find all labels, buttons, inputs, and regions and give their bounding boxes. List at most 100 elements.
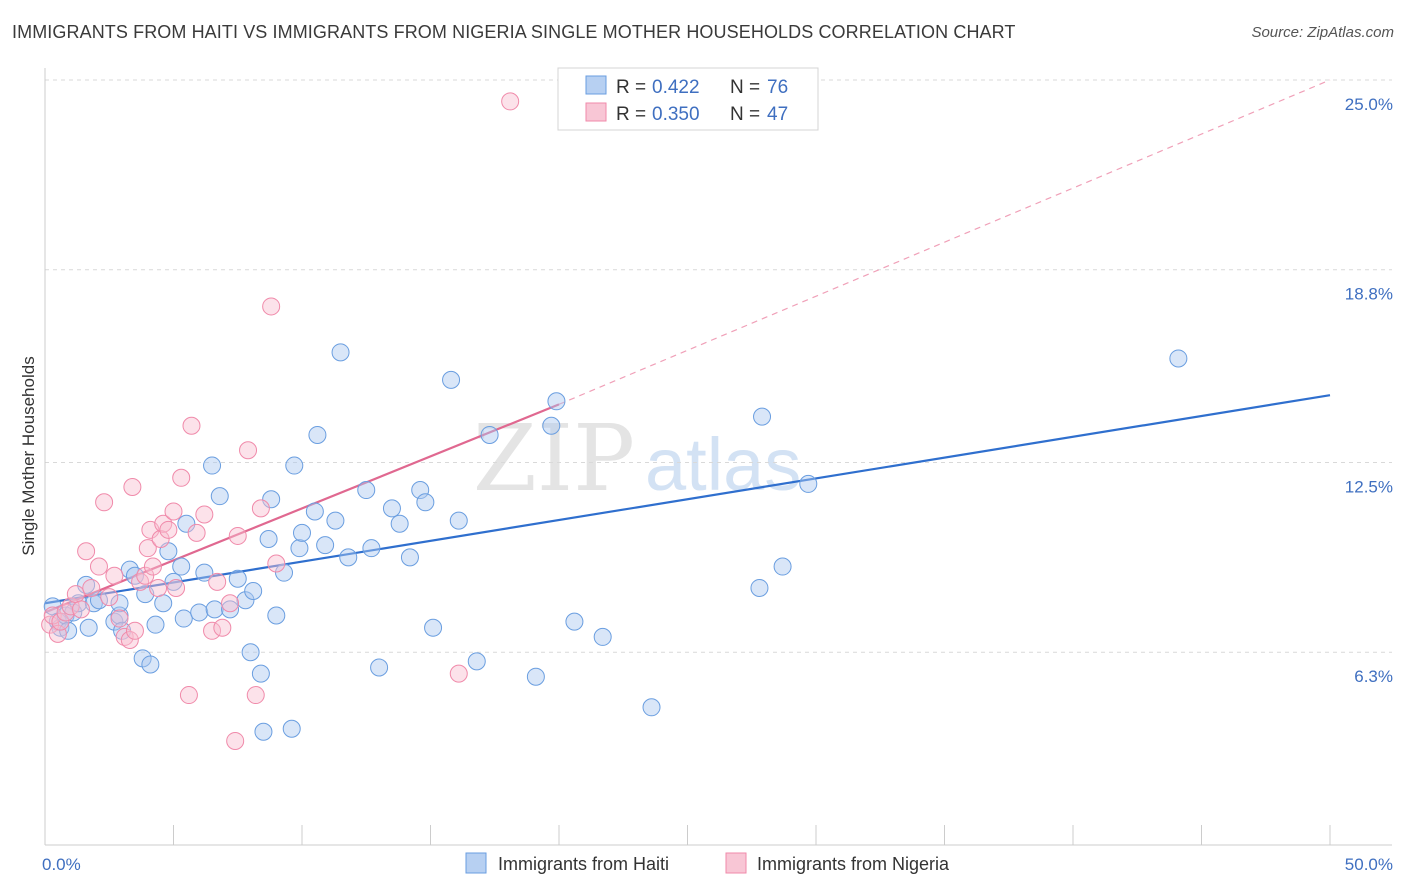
nigeria-point	[154, 514, 173, 533]
haiti-point	[282, 719, 301, 738]
haiti-point	[467, 652, 486, 671]
nigeria-point	[208, 572, 227, 591]
haiti-point	[593, 627, 612, 646]
haiti-point	[125, 566, 144, 585]
haiti-point	[110, 594, 129, 613]
haiti-point	[236, 591, 255, 610]
nigeria-point	[149, 578, 168, 597]
nigeria-point	[246, 686, 265, 705]
nigeria-point	[159, 520, 178, 539]
nigeria-point	[125, 621, 144, 640]
haiti-point	[154, 594, 173, 613]
nigeria-point	[143, 557, 162, 576]
y-tick-label: 12.5%	[1345, 478, 1393, 497]
haiti-point	[370, 658, 389, 677]
haiti-point	[120, 560, 139, 579]
haiti-point	[442, 370, 461, 389]
legend-haiti-r-value: 0.422	[652, 77, 700, 98]
legend-nigeria-r-label: R =	[616, 104, 646, 125]
nigeria-point	[164, 502, 183, 521]
y-tick-label: 6.3%	[1354, 667, 1393, 686]
legend-haiti-n-label: N =	[730, 77, 760, 98]
haiti-point	[357, 481, 376, 500]
nigeria-point	[195, 505, 214, 524]
nigeria-point	[251, 499, 270, 518]
haiti-point	[285, 456, 304, 475]
nigeria-point	[123, 477, 142, 496]
legend-nigeria-r-value: 0.350	[652, 104, 700, 125]
chart-title: IMMIGRANTS FROM HAITI VS IMMIGRANTS FROM…	[12, 22, 1016, 42]
nigeria-point	[262, 297, 281, 316]
series-legend: Immigrants from Haiti Immigrants from Ni…	[465, 852, 950, 874]
haiti-point	[59, 621, 78, 640]
nigeria-point	[213, 618, 232, 637]
nigeria-point	[136, 566, 155, 585]
nigeria-point	[501, 92, 520, 111]
haiti-point	[267, 606, 286, 625]
haiti-point	[339, 548, 358, 567]
axes	[44, 68, 1392, 846]
nigeria-point	[221, 594, 240, 613]
haiti-point	[262, 490, 281, 509]
haiti-point	[316, 536, 335, 555]
nigeria-point	[182, 416, 201, 435]
haiti-point	[190, 603, 209, 622]
haiti-point	[326, 511, 345, 530]
y-axis-title: Single Mother Households	[19, 356, 38, 555]
nigeria-point	[82, 578, 101, 597]
axis-labels: 6.3% 12.5% 18.8% 25.0% 0.0% 50.0%	[42, 95, 1393, 874]
haiti-point	[228, 569, 247, 588]
haiti-point	[753, 407, 772, 426]
nigeria-point	[110, 609, 129, 628]
nigeria-point	[105, 566, 124, 585]
x-tick-label-min: 0.0%	[42, 855, 81, 874]
nigeria-point	[120, 630, 139, 649]
nigeria-point	[71, 600, 90, 619]
haiti-point	[362, 539, 381, 558]
haiti-point	[293, 523, 311, 542]
nigeria-point	[95, 493, 114, 512]
haiti-point	[642, 698, 661, 717]
watermark-zip: ZIP	[473, 405, 635, 512]
nigeria-point	[138, 539, 157, 558]
nigeria-point	[226, 731, 245, 750]
haiti-point	[1169, 349, 1188, 368]
haiti-point	[305, 502, 324, 521]
haiti-point	[221, 600, 240, 619]
haiti-point	[210, 487, 229, 506]
nigeria-point	[89, 557, 108, 576]
haiti-point	[480, 425, 499, 444]
haiti-point	[416, 493, 435, 512]
correlation-legend: R = 0.422 N = 76 R = 0.350 N = 47	[557, 67, 819, 131]
y-tick-label: 25.0%	[1345, 95, 1393, 114]
nigeria-point	[131, 572, 150, 591]
nigeria-point	[228, 526, 247, 545]
legend-nigeria-n-value: 47	[767, 104, 788, 125]
haiti-point	[146, 615, 165, 634]
nigeria-point	[172, 468, 191, 487]
nigeria-point	[267, 554, 286, 573]
haiti-point	[174, 609, 193, 628]
haiti-point	[275, 563, 294, 582]
haiti-point	[542, 416, 561, 435]
bottom-legend-swatch-haiti	[465, 852, 487, 874]
grid-lines	[45, 79, 1392, 653]
haiti-point	[290, 539, 309, 558]
nigeria-point	[179, 686, 198, 705]
source-label: Source: ZipAtlas.com	[1251, 24, 1394, 41]
bottom-legend-haiti: Immigrants from Haiti	[498, 854, 669, 874]
nigeria-point	[203, 621, 222, 640]
haiti-point	[241, 643, 260, 662]
legend-swatch-haiti	[585, 75, 607, 95]
haiti-point	[331, 343, 350, 362]
nigeria-point	[151, 530, 170, 548]
x-tick-label-max: 50.0%	[1345, 855, 1393, 874]
haiti-point	[308, 425, 327, 444]
legend-haiti-n-value: 76	[767, 77, 788, 98]
haiti-point	[254, 722, 273, 741]
bottom-legend-nigeria: Immigrants from Nigeria	[757, 854, 950, 874]
legend-swatch-nigeria	[585, 102, 607, 122]
haiti-point	[547, 392, 566, 411]
haiti-point	[526, 667, 545, 686]
